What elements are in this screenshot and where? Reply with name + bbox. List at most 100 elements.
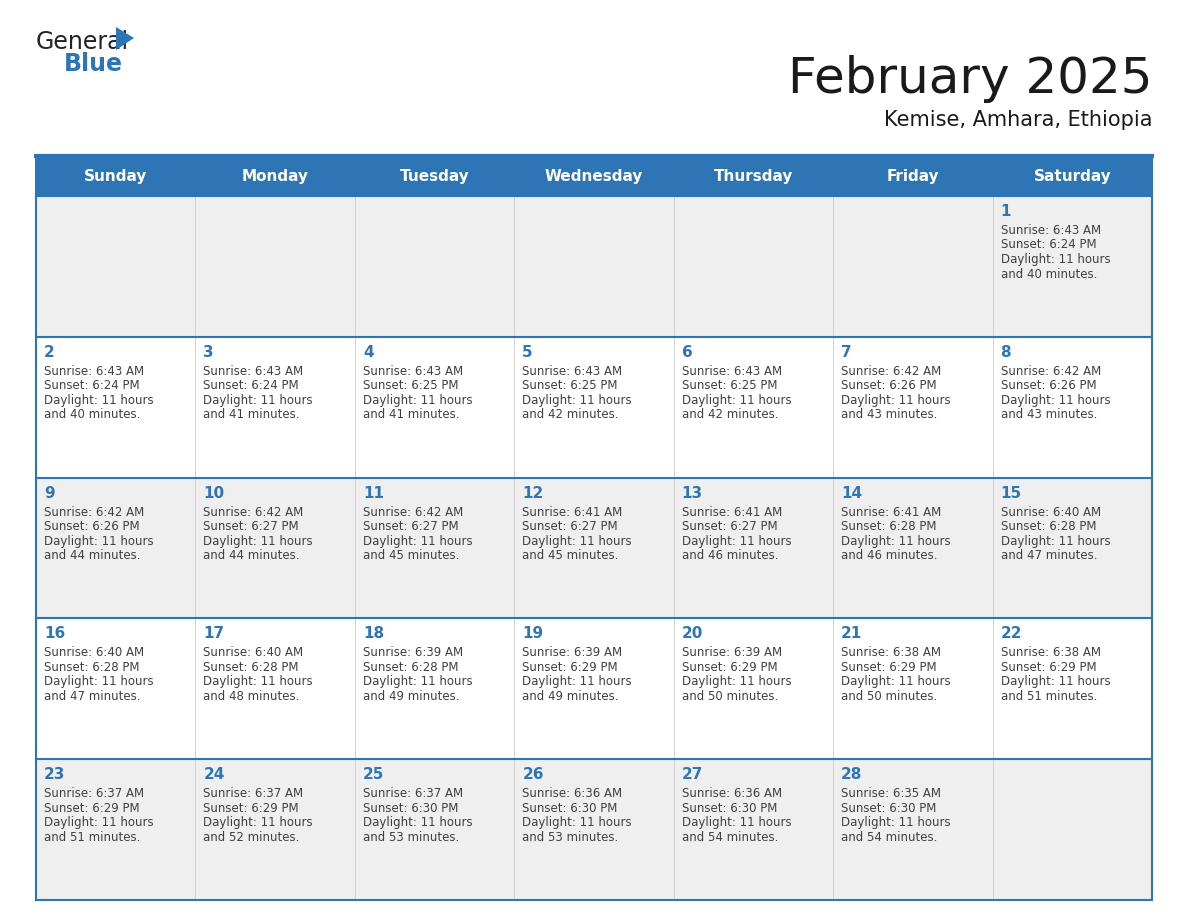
Text: and 51 minutes.: and 51 minutes.: [1000, 690, 1097, 703]
Text: Sunrise: 6:42 AM: Sunrise: 6:42 AM: [1000, 364, 1101, 378]
Text: 13: 13: [682, 486, 703, 500]
Text: Daylight: 11 hours: Daylight: 11 hours: [523, 676, 632, 688]
Text: 8: 8: [1000, 345, 1011, 360]
Text: Daylight: 11 hours: Daylight: 11 hours: [523, 534, 632, 548]
Text: 25: 25: [362, 767, 384, 782]
Text: Monday: Monday: [241, 169, 309, 184]
Text: February 2025: February 2025: [788, 55, 1152, 103]
Text: Sunset: 6:30 PM: Sunset: 6:30 PM: [682, 801, 777, 814]
Text: Daylight: 11 hours: Daylight: 11 hours: [44, 394, 153, 407]
Text: Sunset: 6:27 PM: Sunset: 6:27 PM: [203, 521, 299, 533]
Text: Sunrise: 6:37 AM: Sunrise: 6:37 AM: [362, 788, 463, 800]
Bar: [36, 477, 1152, 619]
Text: 16: 16: [44, 626, 65, 642]
Text: Daylight: 11 hours: Daylight: 11 hours: [841, 534, 950, 548]
Text: 5: 5: [523, 345, 533, 360]
Text: Sunrise: 6:42 AM: Sunrise: 6:42 AM: [362, 506, 463, 519]
Bar: [36, 156, 1152, 196]
Text: Sunset: 6:25 PM: Sunset: 6:25 PM: [523, 379, 618, 392]
Text: Sunset: 6:28 PM: Sunset: 6:28 PM: [44, 661, 139, 674]
Text: Daylight: 11 hours: Daylight: 11 hours: [1000, 676, 1111, 688]
Text: Sunrise: 6:39 AM: Sunrise: 6:39 AM: [523, 646, 623, 659]
Text: Daylight: 11 hours: Daylight: 11 hours: [203, 676, 314, 688]
Text: Sunrise: 6:41 AM: Sunrise: 6:41 AM: [523, 506, 623, 519]
Text: Daylight: 11 hours: Daylight: 11 hours: [841, 816, 950, 829]
Text: 27: 27: [682, 767, 703, 782]
Text: Friday: Friday: [886, 169, 940, 184]
Text: 12: 12: [523, 486, 544, 500]
Text: Sunset: 6:30 PM: Sunset: 6:30 PM: [362, 801, 459, 814]
Text: and 50 minutes.: and 50 minutes.: [841, 690, 937, 703]
Text: Daylight: 11 hours: Daylight: 11 hours: [362, 676, 473, 688]
Text: and 46 minutes.: and 46 minutes.: [841, 549, 937, 562]
Text: Sunset: 6:26 PM: Sunset: 6:26 PM: [1000, 379, 1097, 392]
Text: Sunrise: 6:43 AM: Sunrise: 6:43 AM: [362, 364, 463, 378]
Text: and 54 minutes.: and 54 minutes.: [841, 831, 937, 844]
Text: Daylight: 11 hours: Daylight: 11 hours: [841, 676, 950, 688]
Text: Sunrise: 6:40 AM: Sunrise: 6:40 AM: [1000, 506, 1101, 519]
Text: Kemise, Amhara, Ethiopia: Kemise, Amhara, Ethiopia: [884, 110, 1152, 130]
Text: and 45 minutes.: and 45 minutes.: [362, 549, 460, 562]
Text: 2: 2: [44, 345, 55, 360]
Text: 22: 22: [1000, 626, 1022, 642]
Text: Sunrise: 6:37 AM: Sunrise: 6:37 AM: [203, 788, 304, 800]
Text: Sunset: 6:25 PM: Sunset: 6:25 PM: [362, 379, 459, 392]
Text: Sunset: 6:27 PM: Sunset: 6:27 PM: [682, 521, 777, 533]
Text: 10: 10: [203, 486, 225, 500]
Text: Sunset: 6:29 PM: Sunset: 6:29 PM: [203, 801, 299, 814]
Text: and 52 minutes.: and 52 minutes.: [203, 831, 299, 844]
Text: Sunrise: 6:38 AM: Sunrise: 6:38 AM: [841, 646, 941, 659]
Text: General: General: [36, 30, 129, 54]
Text: Sunset: 6:30 PM: Sunset: 6:30 PM: [841, 801, 936, 814]
Text: Daylight: 11 hours: Daylight: 11 hours: [44, 534, 153, 548]
Text: Daylight: 11 hours: Daylight: 11 hours: [1000, 253, 1111, 266]
Polygon shape: [116, 27, 134, 50]
Text: 9: 9: [44, 486, 55, 500]
Text: Sunrise: 6:36 AM: Sunrise: 6:36 AM: [523, 788, 623, 800]
Text: 24: 24: [203, 767, 225, 782]
Text: Daylight: 11 hours: Daylight: 11 hours: [203, 394, 314, 407]
Text: Saturday: Saturday: [1034, 169, 1111, 184]
Text: Sunset: 6:29 PM: Sunset: 6:29 PM: [841, 661, 937, 674]
Text: Thursday: Thursday: [714, 169, 794, 184]
Text: and 40 minutes.: and 40 minutes.: [1000, 267, 1097, 281]
Text: Sunrise: 6:43 AM: Sunrise: 6:43 AM: [682, 364, 782, 378]
Text: and 49 minutes.: and 49 minutes.: [523, 690, 619, 703]
Text: Daylight: 11 hours: Daylight: 11 hours: [1000, 534, 1111, 548]
Text: Tuesday: Tuesday: [399, 169, 469, 184]
Text: Sunset: 6:24 PM: Sunset: 6:24 PM: [44, 379, 140, 392]
Text: Sunset: 6:26 PM: Sunset: 6:26 PM: [44, 521, 140, 533]
Text: Sunday: Sunday: [84, 169, 147, 184]
Text: Sunset: 6:28 PM: Sunset: 6:28 PM: [203, 661, 299, 674]
Text: Sunset: 6:25 PM: Sunset: 6:25 PM: [682, 379, 777, 392]
Text: 28: 28: [841, 767, 862, 782]
Text: Sunrise: 6:41 AM: Sunrise: 6:41 AM: [682, 506, 782, 519]
Text: and 53 minutes.: and 53 minutes.: [523, 831, 619, 844]
Text: Daylight: 11 hours: Daylight: 11 hours: [1000, 394, 1111, 407]
Text: Daylight: 11 hours: Daylight: 11 hours: [841, 394, 950, 407]
Text: Sunrise: 6:37 AM: Sunrise: 6:37 AM: [44, 788, 144, 800]
Text: Sunrise: 6:41 AM: Sunrise: 6:41 AM: [841, 506, 941, 519]
Text: 11: 11: [362, 486, 384, 500]
Text: and 44 minutes.: and 44 minutes.: [44, 549, 140, 562]
Bar: [36, 619, 1152, 759]
Bar: [36, 337, 1152, 477]
Text: Sunset: 6:29 PM: Sunset: 6:29 PM: [523, 661, 618, 674]
Text: Sunrise: 6:36 AM: Sunrise: 6:36 AM: [682, 788, 782, 800]
Text: Sunrise: 6:35 AM: Sunrise: 6:35 AM: [841, 788, 941, 800]
Text: 18: 18: [362, 626, 384, 642]
Text: Sunrise: 6:43 AM: Sunrise: 6:43 AM: [1000, 224, 1101, 237]
Text: Sunset: 6:27 PM: Sunset: 6:27 PM: [523, 521, 618, 533]
Text: Sunset: 6:29 PM: Sunset: 6:29 PM: [1000, 661, 1097, 674]
Text: Sunrise: 6:39 AM: Sunrise: 6:39 AM: [682, 646, 782, 659]
Text: 14: 14: [841, 486, 862, 500]
Text: and 51 minutes.: and 51 minutes.: [44, 831, 140, 844]
Text: 7: 7: [841, 345, 852, 360]
Text: and 54 minutes.: and 54 minutes.: [682, 831, 778, 844]
Text: Sunrise: 6:40 AM: Sunrise: 6:40 AM: [203, 646, 304, 659]
Text: Sunset: 6:29 PM: Sunset: 6:29 PM: [44, 801, 140, 814]
Text: Sunrise: 6:39 AM: Sunrise: 6:39 AM: [362, 646, 463, 659]
Text: and 47 minutes.: and 47 minutes.: [44, 690, 140, 703]
Text: and 40 minutes.: and 40 minutes.: [44, 409, 140, 421]
Text: Daylight: 11 hours: Daylight: 11 hours: [682, 816, 791, 829]
